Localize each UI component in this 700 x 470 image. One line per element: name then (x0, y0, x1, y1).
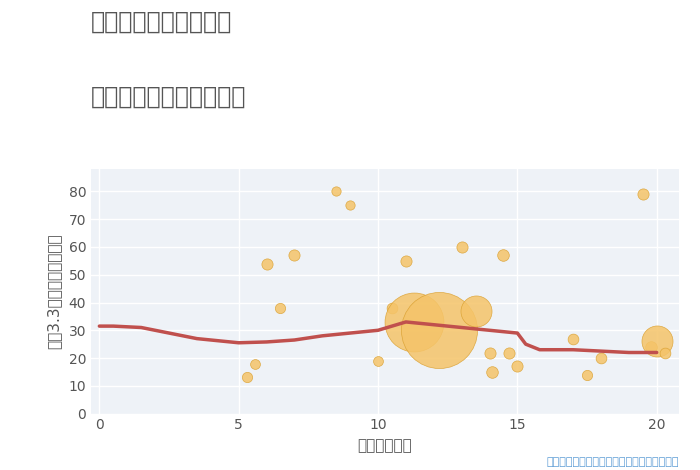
Point (386, 304, 398, 312)
Point (484, 349, 495, 356)
Point (261, 260, 272, 267)
Point (372, 357, 384, 365)
Point (470, 307, 481, 314)
Point (645, 343, 657, 351)
Point (568, 335, 579, 342)
Point (434, 327, 445, 334)
Point (651, 337, 662, 345)
X-axis label: 駅距離（分）: 駅距離（分） (358, 438, 412, 453)
Point (456, 243, 467, 251)
Text: 千葉県匝瑳市時曽根の: 千葉県匝瑳市時曽根の (91, 9, 232, 33)
Text: 駅距離別中古戸建て価格: 駅距離別中古戸建て価格 (91, 85, 246, 109)
Point (486, 368, 498, 376)
Point (344, 202, 356, 209)
Point (400, 257, 412, 265)
Point (582, 371, 593, 378)
Text: 円の大きさは、取引のあった物件面積を示す: 円の大きさは、取引のあった物件面積を示す (547, 457, 679, 467)
Point (659, 349, 671, 356)
Point (512, 363, 523, 370)
Point (637, 190, 648, 198)
Point (275, 304, 286, 312)
Point (498, 251, 509, 259)
Point (409, 318, 420, 326)
Y-axis label: 坪（3.3㎡）単価（万円）: 坪（3.3㎡）単価（万円） (47, 234, 62, 349)
Point (250, 360, 261, 368)
Point (596, 354, 607, 362)
Point (330, 188, 342, 195)
Point (503, 349, 514, 356)
Point (241, 374, 253, 381)
Point (289, 251, 300, 259)
